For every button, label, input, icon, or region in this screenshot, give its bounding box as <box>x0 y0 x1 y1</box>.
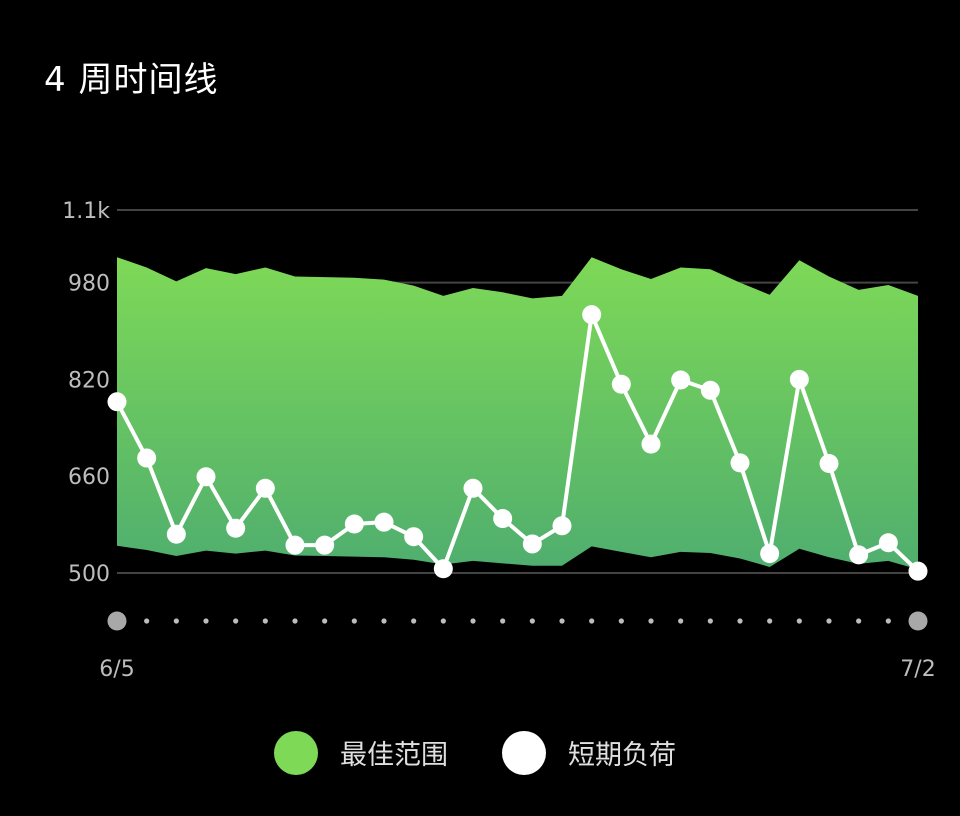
short-term-load-line <box>115 312 920 573</box>
short-term-load-point <box>819 453 839 473</box>
x-end-label: 7/2 <box>900 657 935 682</box>
y-tick-label: 500 <box>68 562 110 587</box>
y-tick-label: 820 <box>68 368 110 393</box>
slider-dot <box>322 618 328 624</box>
slider-dot <box>262 618 268 624</box>
short-term-load-point <box>166 524 186 544</box>
short-term-load-point <box>789 369 809 389</box>
short-term-load-point <box>552 516 572 536</box>
legend-label-load: 短期负荷 <box>568 740 676 771</box>
short-term-load-point <box>522 534 542 554</box>
slider-dot <box>707 618 713 624</box>
short-term-load-point <box>285 535 305 555</box>
slider-dot <box>737 618 743 624</box>
short-term-load-point <box>226 518 246 538</box>
x-start-label: 6/5 <box>99 657 134 682</box>
slider-dot <box>856 618 862 624</box>
short-term-load-point <box>404 527 424 547</box>
slider-dot <box>440 618 446 624</box>
slider-dot <box>144 618 150 624</box>
slider-dot <box>173 618 179 624</box>
slider-dot <box>351 618 357 624</box>
slider-dot <box>381 618 387 624</box>
slider-dot <box>470 618 476 624</box>
slider-dot <box>885 618 891 624</box>
short-term-load-point <box>582 305 602 325</box>
slider-dot <box>589 618 595 624</box>
y-tick-label: 980 <box>68 272 110 297</box>
short-term-load-point <box>344 514 364 534</box>
slider-dot <box>648 618 654 624</box>
legend-swatch-optimal <box>274 731 318 775</box>
legend-label-optimal: 最佳范围 <box>340 740 448 771</box>
slider-dot <box>292 618 298 624</box>
slider-dot <box>233 618 239 624</box>
legend-swatch-load <box>502 731 546 775</box>
slider-dot <box>559 618 565 624</box>
optimal-range-band <box>117 257 918 570</box>
short-term-load-point <box>611 374 631 394</box>
slider-dot <box>767 618 773 624</box>
short-term-load-point <box>878 533 898 553</box>
short-term-load-point <box>433 559 453 579</box>
slider-dot <box>796 618 802 624</box>
short-term-load-point <box>700 380 720 400</box>
short-term-load-point <box>255 478 275 498</box>
slider-dot <box>500 618 506 624</box>
slider-dot <box>826 618 832 624</box>
slider-dot <box>411 618 417 624</box>
short-term-load-point <box>463 478 483 498</box>
short-term-load-point <box>196 467 216 487</box>
short-term-load-point <box>760 544 780 564</box>
short-term-load-point <box>107 392 127 412</box>
slider-dot <box>618 618 624 624</box>
slider-dot <box>203 618 209 624</box>
slider-dot <box>529 618 535 624</box>
y-tick-label: 1.1k <box>62 199 110 224</box>
y-tick-label: 660 <box>68 465 110 490</box>
slider-dot <box>678 618 684 624</box>
short-term-load-point <box>493 509 513 529</box>
short-term-load-point <box>849 545 869 565</box>
short-term-load-point <box>374 512 394 532</box>
short-term-load-point <box>641 434 661 454</box>
short-term-load-point <box>315 535 335 555</box>
page-title: 4 周时间线 <box>44 60 219 100</box>
slider-end-handle[interactable] <box>908 611 928 631</box>
short-term-load-point <box>908 561 928 581</box>
short-term-load-point <box>137 448 157 468</box>
short-term-load-point <box>671 370 691 390</box>
short-term-load-point <box>730 453 750 473</box>
slider-start-handle[interactable] <box>107 611 127 631</box>
